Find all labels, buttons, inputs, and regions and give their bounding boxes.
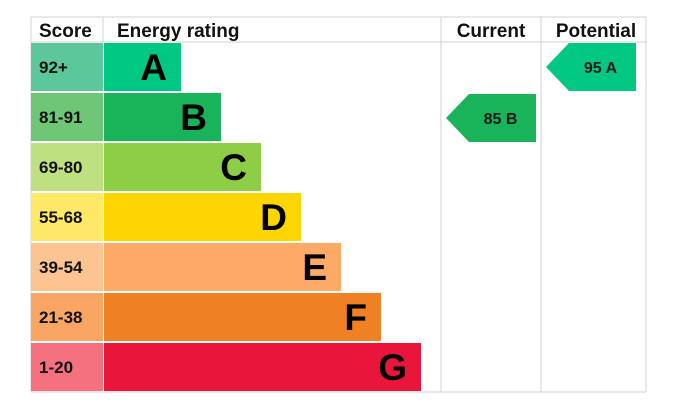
score-range-label: 21-38 <box>39 308 82 327</box>
band-row-d: 55-68 D <box>31 193 301 241</box>
rating-bar <box>104 293 381 341</box>
score-cell <box>31 43 103 91</box>
rating-bar <box>104 243 341 291</box>
potential-rating-marker-label: 95 A <box>584 60 618 77</box>
rating-markers: 85 B 95 A <box>446 43 636 142</box>
score-cell <box>31 243 103 291</box>
rating-bar <box>104 143 261 191</box>
score-cell <box>31 193 103 241</box>
rating-bar <box>104 93 221 141</box>
band-letter: E <box>302 247 327 288</box>
potential-header: Potential <box>556 21 636 42</box>
score-range-label: 81-91 <box>39 108 82 127</box>
band-letter: G <box>378 347 407 388</box>
rating-bar <box>104 43 181 91</box>
score-range-label: 1-20 <box>39 358 73 377</box>
potential-rating-marker-arrow <box>546 43 636 91</box>
rating-bands: 92+ A 81-91 B 69-80 C 55-68 D 39-54 E 21-38 F 1-20 G <box>31 43 421 391</box>
score-range-label: 39-54 <box>39 258 83 277</box>
band-row-b: 81-91 B <box>31 93 221 141</box>
score-cell <box>31 93 103 141</box>
score-cell <box>31 343 103 391</box>
band-letter: D <box>260 197 287 238</box>
band-letter: C <box>220 147 247 188</box>
rating-bar <box>104 193 301 241</box>
potential-rating-marker: 95 A <box>546 43 636 91</box>
band-letter: A <box>140 47 167 88</box>
band-row-c: 69-80 C <box>31 143 261 191</box>
score-range-label: 92+ <box>39 58 68 77</box>
energy-rating-header: Energy rating <box>117 21 239 42</box>
current-header: Current <box>457 21 526 42</box>
current-rating-marker-label: 85 B <box>484 111 518 128</box>
current-rating-marker: 85 B <box>446 94 536 142</box>
score-cell <box>31 143 103 191</box>
score-header: Score <box>39 21 92 42</box>
rating-bar <box>104 343 421 391</box>
band-row-a: 92+ A <box>31 43 181 91</box>
score-range-label: 55-68 <box>39 208 82 227</box>
score-range-label: 69-80 <box>39 158 82 177</box>
score-cell <box>31 293 103 341</box>
band-letter: F <box>344 297 367 338</box>
band-letter: B <box>180 97 207 138</box>
current-rating-marker-arrow <box>446 94 536 142</box>
band-row-g: 1-20 G <box>31 343 421 391</box>
band-row-f: 21-38 F <box>31 293 381 341</box>
band-row-e: 39-54 E <box>31 243 341 291</box>
